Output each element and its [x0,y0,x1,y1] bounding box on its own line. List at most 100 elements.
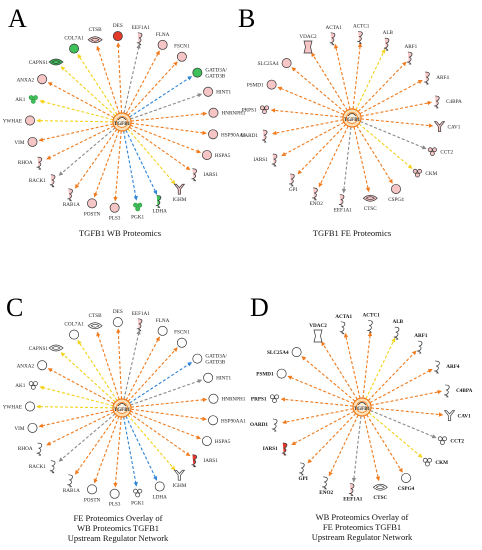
node-label-arf4: ARF4 [436,75,449,81]
node-label-iars1: IARS1 [253,157,268,163]
node-label-cav1: CAV1 [448,125,461,131]
node-label-ctsb: CTSB [89,313,103,319]
node-eef1a1: EEF1A1 [334,194,352,214]
node-gatd3a-gatd3b: GATD3A/GATD3B [192,353,228,366]
node-ckm-complex-icon [412,168,422,178]
node-eef1a1: EEF1A1 [132,25,150,46]
node-ckm-complex-icon [422,457,432,467]
node-rack1-tf-icon [49,174,56,188]
node-label-fscn1: FSCN1 [174,330,190,336]
node-label-cav1: CAV1 [458,414,472,420]
edge-iars1 [281,121,345,157]
node-eef1a1-tf-icon [348,483,355,496]
edge-psmd1 [287,375,354,405]
node-c4bpa: C4BPA [434,95,462,109]
node-label-acta1: ACTA1 [326,25,343,31]
node-hnrnph1: HNRNPH1 [208,393,246,404]
node-arf1: ARF1 [405,44,418,65]
edge-col7a1 [77,339,118,401]
node-eef1a1-tf-icon [338,194,345,207]
panel-c-edges [36,328,208,488]
panel-letter-d: D [250,293,269,322]
node-iars1: IARS1 [263,442,288,456]
panel-a-edges [36,42,208,202]
panel-c-caption-line-3: Upstream Regulator Network [68,533,169,543]
edge-anxa2 [47,368,115,405]
node-slc25a4: SLC25A4 [267,347,302,358]
node-label-anxa2: ANXA2 [17,363,35,369]
node-des: DES [112,23,123,42]
edge-pls3 [113,416,122,488]
edge-oard1 [272,119,344,136]
node-label-capns1: CAPNS1 [29,60,49,66]
edge-slc25a4 [301,356,356,402]
node-label-ywhae: YWHAE [3,404,22,410]
node-label-ldha: LDHA [153,494,168,500]
node-hint1: HINT1 [203,86,232,97]
panel-c-hub: TGFB1 [112,398,132,418]
edge-ctsb [96,331,120,400]
edge-ighm [127,128,176,185]
node-label-rack1: RACK1 [29,178,46,184]
node-label-cspg4: CSPG4 [388,197,404,203]
edge-c4bpa [370,389,442,406]
node-pls3: PLS3 [109,488,121,508]
node-flna: FLNA [156,318,170,336]
node-cct2: CCT2 [427,147,453,156]
node-arf1-tf-icon [406,51,413,65]
node-psmd1: PSMD1 [247,79,277,90]
node-ldha-tf-icon [155,195,162,208]
node-iars1: IARS1 [191,168,218,182]
node-arf4: ARF4 [424,71,449,85]
node-rhoa-tf-icon [36,442,43,456]
edge-fscn1 [127,61,178,116]
node-rack1: RACK1 [29,460,56,474]
node-capns1-protease-icon [48,344,64,352]
edge-hspa5 [130,410,202,440]
edge-anxa2 [47,82,115,119]
node-label-pls3: PLS3 [109,502,121,508]
node-postn-circle-icon [87,484,97,495]
edge-acta1 [333,43,351,110]
node-gatd3a-gatd3b-circle-icon [192,353,203,364]
node-label-iars1: IARS1 [203,458,218,464]
panel-letter-b: B [238,4,255,33]
node-ldha: LDHA [153,195,167,214]
node-postn: POSTN [84,198,101,217]
node-gpi: GPI [289,173,298,193]
node-vim-circle-icon [27,422,38,433]
node-ighm: IGHM [172,469,187,489]
node-fscn1: FSCN1 [174,330,190,348]
node-iars1: IARS1 [253,153,278,167]
node-capns1-protease-icon [48,58,64,66]
node-label-postn: POSTN [84,497,101,503]
node-label-ckm: CKM [425,171,437,177]
node-prps1: PRPS1 [251,394,280,403]
node-c4bpa: C4BPA [444,384,473,398]
node-psmd1-circle-icon [266,79,277,90]
node-rab1a-tf-icon [67,474,73,488]
node-iars1-tf-icon [191,168,197,182]
panel-a-caption-line-1: TGFB1 WB Proteomics [79,228,161,238]
node-pls3-circle-icon [109,202,120,213]
node-postn: POSTN [84,484,101,503]
node-vim-circle-icon [27,136,38,147]
panel-c-caption-line-2: WB Proteomics TGFB1 [77,523,159,533]
node-rab1a-tf-icon [67,188,73,202]
node-label-psmd1: PSMD1 [247,83,264,89]
node-oard1-tf-icon [261,129,268,143]
edge-capns1 [60,352,116,403]
node-col7a1-circle-icon [69,329,80,340]
node-gpi: GPI [298,462,308,482]
node-cspg4: CSPG4 [398,473,415,492]
node-label-iars1: IARS1 [203,172,218,178]
edge-ckm [368,412,423,458]
hub-label: TGFB1 [354,407,371,412]
node-pgk1-complex-icon [133,488,143,498]
edge-ywhae [36,118,114,123]
node-ctsb-protease-icon [87,322,103,330]
edge-prps1 [270,108,344,118]
node-psmd1: PSMD1 [256,368,287,379]
node-hint1-circle-icon [203,372,214,383]
node-actc1: ACTC1 [353,23,370,44]
